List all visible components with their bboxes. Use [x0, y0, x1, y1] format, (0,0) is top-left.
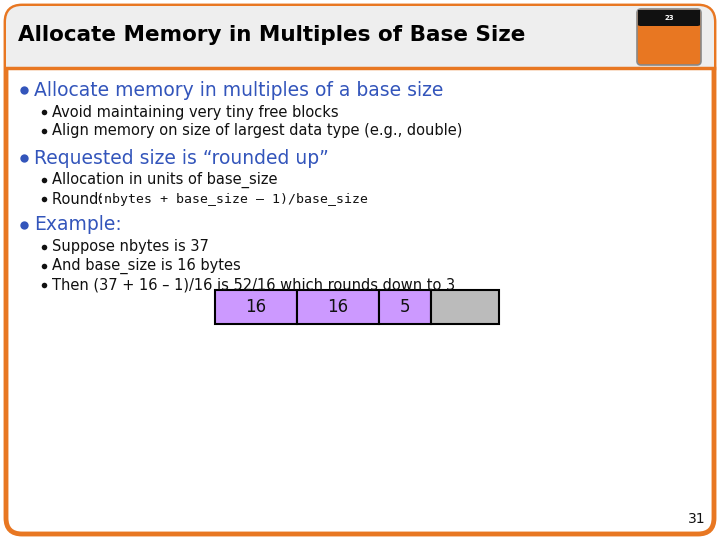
Bar: [638, 10, 700, 26]
Bar: [6, 37, 714, 68]
Text: Align memory on size of largest data type (e.g., double): Align memory on size of largest data typ…: [52, 124, 462, 138]
Bar: [379, 290, 431, 324]
Text: 5: 5: [400, 298, 410, 316]
FancyBboxPatch shape: [6, 6, 714, 68]
Text: 16: 16: [246, 298, 266, 316]
Bar: [215, 290, 297, 324]
Text: Round:: Round:: [52, 192, 108, 206]
Text: Example:: Example:: [34, 215, 122, 234]
Text: Allocation in units of base_size: Allocation in units of base_size: [52, 172, 277, 188]
Text: 31: 31: [688, 512, 706, 526]
Text: Avoid maintaining very tiny free blocks: Avoid maintaining very tiny free blocks: [52, 105, 338, 119]
FancyBboxPatch shape: [637, 9, 701, 65]
Text: Then (37 + 16 – 1)/16 is 52/16 which rounds down to 3: Then (37 + 16 – 1)/16 is 52/16 which rou…: [52, 278, 455, 293]
Text: And base_size is 16 bytes: And base_size is 16 bytes: [52, 258, 240, 274]
Bar: [297, 290, 379, 324]
Text: (nbytes + base_size – 1)/base_size: (nbytes + base_size – 1)/base_size: [96, 192, 368, 206]
Text: Requested size is “rounded up”: Requested size is “rounded up”: [34, 148, 329, 167]
Text: Allocate memory in multiples of a base size: Allocate memory in multiples of a base s…: [34, 80, 444, 99]
Text: 23: 23: [664, 15, 674, 21]
Text: Allocate Memory in Multiples of Base Size: Allocate Memory in Multiples of Base Siz…: [18, 25, 526, 45]
Text: 16: 16: [328, 298, 348, 316]
Bar: [431, 290, 499, 324]
FancyBboxPatch shape: [6, 6, 714, 534]
Polygon shape: [638, 26, 700, 54]
Text: Suppose nbytes is 37: Suppose nbytes is 37: [52, 240, 209, 254]
